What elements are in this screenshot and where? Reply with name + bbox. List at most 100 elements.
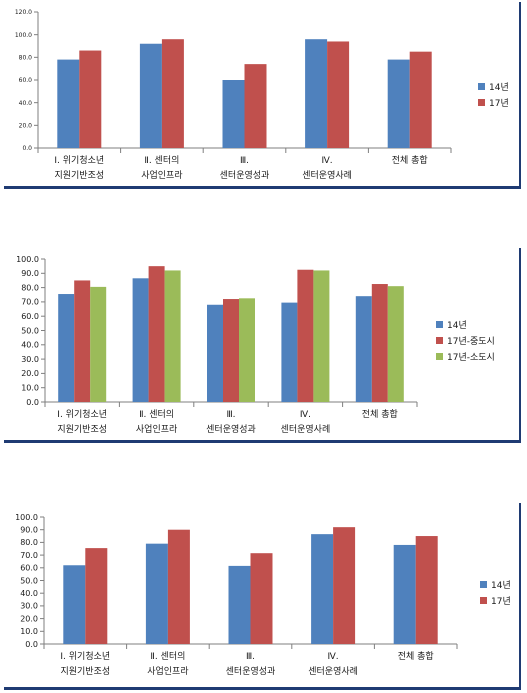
y-tick-label: 60.0 [21, 312, 39, 321]
category-label: 전체 총합 [392, 155, 428, 166]
category-label: 센터운영성과 [226, 666, 276, 677]
legend-label: 17년-중도시 [447, 336, 495, 347]
category-label: 지원기반조성 [60, 666, 110, 677]
bar-17년-소도시-1 [164, 270, 181, 402]
chart-3-svg: 0.0 10.0 20.0 30.0 40.0 50.0 60.0 70.0 80.0 90.0 1… [4, 503, 521, 690]
bar-14년-3 [281, 302, 298, 402]
bar-14년-4 [393, 544, 416, 644]
chart-2: 0.0 10.0 20.0 30.0 40.0 50.0 60.0 70.0 80.0 90.0 1… [4, 248, 521, 443]
category-label: 센터운영사례 [308, 666, 358, 677]
category-label: Ⅳ. [328, 652, 339, 662]
bar-14년-1 [145, 543, 168, 644]
category-label: Ⅰ. 위기청소년 [57, 409, 107, 420]
y-tick-label: 70.0 [20, 551, 38, 560]
legend-swatch [478, 99, 485, 106]
legend-label: 17년-소도시 [447, 352, 495, 363]
bar-17년-소도시-2 [239, 298, 255, 402]
category-label: 사업인프라 [136, 424, 178, 435]
legend-swatch [436, 353, 443, 360]
y-tick-label: 80.0 [21, 283, 39, 292]
y-tick-label: 0.0 [25, 640, 38, 649]
y-tick-label: 100.0 [15, 513, 38, 522]
bar-17년-소도시-4 [387, 286, 404, 402]
category-label: Ⅲ. [240, 156, 249, 166]
bar-14년-1 [139, 43, 162, 148]
y-tick-label: 90.0 [21, 269, 39, 278]
bar-17년-2 [250, 553, 273, 644]
y-tick-label: 60.0 [19, 77, 33, 84]
category-label: Ⅳ. [300, 410, 311, 420]
category-label: Ⅰ. 위기청소년 [54, 155, 104, 166]
y-tick-label: 50.0 [21, 326, 39, 335]
bar-14년-2 [207, 304, 223, 402]
bar-14년-0 [57, 59, 80, 148]
chart-3: 0.0 10.0 20.0 30.0 40.0 50.0 60.0 70.0 80.0 90.0 1… [4, 503, 521, 690]
category-label: Ⅰ. 위기청소년 [60, 651, 110, 662]
bar-14년-1 [132, 278, 149, 402]
legend-swatch [478, 83, 485, 90]
bar-17년-중도시-1 [148, 266, 165, 402]
bar-17년-4 [415, 536, 438, 644]
bar-17년-소도시-0 [90, 286, 107, 402]
y-tick-label: 0.0 [22, 145, 32, 152]
y-tick-label: 50.0 [20, 576, 38, 585]
category-label: 센터운영사례 [281, 424, 331, 435]
y-tick-label: 70.0 [21, 298, 39, 307]
bar-14년-2 [222, 80, 245, 148]
category-label: Ⅱ. 센터의 [144, 155, 179, 166]
y-tick-label: 30.0 [20, 602, 38, 611]
y-tick-label: 20.0 [21, 369, 39, 378]
category-label: 사업인프라 [147, 666, 189, 677]
category-label: Ⅱ. 센터의 [139, 409, 174, 420]
y-tick-label: 80.0 [20, 538, 38, 547]
y-tick-label: 10.0 [21, 384, 39, 393]
category-label: Ⅲ. [246, 652, 255, 662]
y-tick-label: 120.0 [15, 9, 32, 16]
bar-17년-중도시-2 [223, 299, 239, 402]
bar-14년-4 [355, 296, 372, 402]
bar-14년-0 [63, 565, 86, 644]
legend-swatch [480, 597, 487, 604]
chart-2-svg: 0.0 10.0 20.0 30.0 40.0 50.0 60.0 70.0 80.0 90.0 1… [4, 248, 521, 443]
y-tick-label: 100.0 [16, 255, 39, 264]
y-tick-label: 40.0 [21, 341, 39, 350]
category-label: Ⅱ. 센터의 [150, 651, 185, 662]
bar-14년-4 [387, 59, 410, 148]
bar-17년-0 [79, 50, 102, 148]
category-label: 지원기반조성 [54, 170, 104, 181]
legend-label: 17년 [491, 596, 511, 607]
bar-17년-중도시-3 [297, 269, 314, 402]
bar-17년-3 [327, 41, 350, 148]
bar-14년-3 [311, 534, 334, 644]
category-label: Ⅲ. [226, 410, 235, 420]
legend-label: 14년 [489, 82, 509, 93]
bar-17년-중도시-4 [371, 284, 388, 402]
bar-14년-0 [58, 294, 75, 402]
y-tick-label: 0.0 [26, 398, 39, 407]
bar-17년-2 [244, 64, 267, 148]
category-label: 전체 총합 [362, 409, 398, 420]
category-label: 전체 총합 [398, 651, 434, 662]
y-tick-label: 30.0 [21, 355, 39, 364]
legend-label: 14년 [447, 320, 467, 331]
y-tick-label: 20.0 [19, 122, 33, 129]
y-tick-label: 80.0 [19, 54, 33, 61]
category-label: 센터운영성과 [206, 424, 256, 435]
y-tick-label: 60.0 [20, 564, 38, 573]
y-tick-label: 10.0 [20, 627, 38, 636]
category-label: 지원기반조성 [57, 424, 107, 435]
bar-17년-1 [161, 39, 184, 149]
chart-1: 0.0 20.0 40.0 60.0 80.0 100.0 120.0 Ⅰ. 위기청소년 지원기… [4, 2, 521, 189]
bar-17년-소도시-3 [313, 270, 330, 402]
legend-swatch [436, 321, 443, 328]
bar-17년-4 [409, 51, 432, 148]
category-label: 센터운영성과 [220, 170, 270, 181]
bar-17년-0 [85, 548, 108, 644]
category-label: 센터운영사례 [302, 170, 352, 181]
category-label: Ⅳ. [322, 156, 333, 166]
legend-label: 14년 [491, 580, 511, 591]
legend-label: 17년 [489, 98, 509, 109]
bar-17년-중도시-0 [74, 280, 91, 402]
chart-1-svg: 0.0 20.0 40.0 60.0 80.0 100.0 120.0 Ⅰ. 위기청소년지원기… [4, 2, 521, 189]
y-tick-label: 40.0 [19, 100, 33, 107]
